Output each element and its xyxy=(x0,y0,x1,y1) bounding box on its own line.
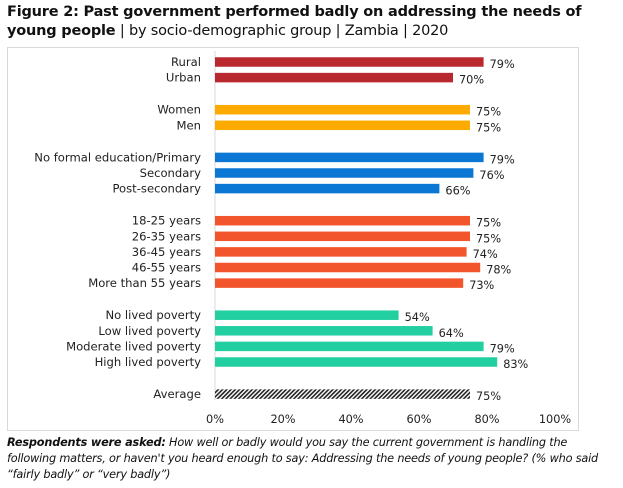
figure-title: Figure 2: Past government performed badl… xyxy=(7,3,617,41)
data-label: 75% xyxy=(476,121,501,134)
bar xyxy=(215,262,481,273)
data-label: 75% xyxy=(476,390,501,403)
data-label: 79% xyxy=(490,58,515,71)
x-tick-label: 100% xyxy=(539,413,572,426)
category-label: Women xyxy=(157,103,201,117)
data-label: 73% xyxy=(469,279,494,292)
category-label: More than 55 years xyxy=(88,276,201,290)
bar xyxy=(215,341,484,352)
data-label: 76% xyxy=(479,169,504,182)
category-label: Rural xyxy=(171,55,201,69)
bar xyxy=(215,168,474,178)
question-note-text: How well or badly would you say the curr… xyxy=(7,436,599,481)
category-label: High lived poverty xyxy=(95,355,202,369)
data-label: 70% xyxy=(459,74,484,87)
chart-frame xyxy=(7,47,579,431)
category-label: Moderate lived poverty xyxy=(66,339,201,353)
category-label: No formal education/Primary xyxy=(34,150,201,164)
bar xyxy=(215,278,464,288)
category-label: Low lived poverty xyxy=(98,324,201,338)
data-label: 83% xyxy=(503,358,528,371)
bar xyxy=(215,310,399,320)
data-label: 75% xyxy=(476,232,501,245)
category-label: 46-55 years xyxy=(132,261,201,275)
bar xyxy=(215,104,470,115)
category-label: 26-35 years xyxy=(132,229,201,243)
data-label: 54% xyxy=(405,311,430,324)
data-label: 79% xyxy=(490,153,515,166)
category-label: Urban xyxy=(166,71,201,85)
category-label: 36-45 years xyxy=(132,245,201,259)
question-note-lead: Respondents were asked: xyxy=(7,436,166,449)
category-label: Post-secondary xyxy=(112,182,201,196)
data-label: 66% xyxy=(445,185,470,198)
data-label: 79% xyxy=(490,342,515,355)
category-label: Men xyxy=(177,118,201,132)
bar xyxy=(215,120,470,131)
x-tick-label: 0% xyxy=(206,413,224,426)
category-label: Secondary xyxy=(140,166,202,180)
data-label: 78% xyxy=(486,264,511,277)
figure-title-bold: Figure 2: Past government performed badl… xyxy=(7,4,582,39)
data-label: 64% xyxy=(439,327,464,340)
category-label: No lived poverty xyxy=(105,308,201,322)
bar xyxy=(215,247,467,257)
x-tick-label: 40% xyxy=(338,413,363,426)
category-label: Average xyxy=(153,387,201,401)
x-tick-label: 80% xyxy=(474,413,499,426)
bar xyxy=(215,183,440,194)
bar xyxy=(215,231,470,242)
data-label: 75% xyxy=(476,217,501,230)
bar xyxy=(215,357,498,367)
bar xyxy=(215,389,470,399)
bar xyxy=(215,57,484,67)
figure-subtitle: | by socio-demographic group | Zambia | … xyxy=(115,23,449,39)
bar xyxy=(215,152,484,163)
category-label: 18-25 years xyxy=(132,214,201,228)
data-label: 74% xyxy=(473,248,498,261)
data-label: 75% xyxy=(476,106,501,119)
bar xyxy=(215,72,453,83)
x-tick-label: 60% xyxy=(406,413,431,426)
bar xyxy=(215,326,433,336)
question-note: Respondents were asked: How well or badl… xyxy=(7,435,617,483)
x-tick-label: 20% xyxy=(270,413,295,426)
bar xyxy=(215,215,470,226)
